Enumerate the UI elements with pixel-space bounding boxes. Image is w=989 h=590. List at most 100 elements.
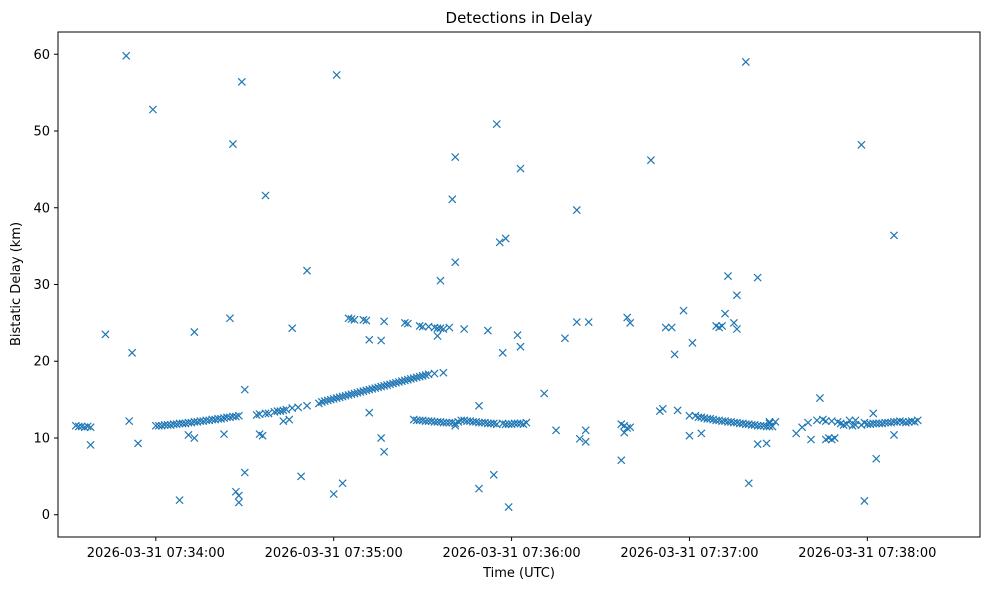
data-point	[895, 417, 904, 426]
x-tick-label: 2026-03-31 07:34:00	[87, 546, 225, 561]
data-point	[418, 371, 427, 380]
data-point	[234, 498, 243, 507]
data-point	[353, 388, 362, 397]
data-point	[231, 412, 240, 421]
data-point	[409, 374, 418, 383]
data-point	[706, 414, 715, 423]
data-point	[430, 369, 439, 378]
data-point	[323, 396, 332, 405]
data-point	[685, 411, 694, 420]
data-point	[359, 387, 368, 396]
data-point	[552, 426, 561, 435]
data-point	[175, 496, 184, 505]
data-point	[184, 430, 193, 439]
y-axis-ticks: 0 10 20 30 40 50 60	[33, 48, 58, 523]
data-point	[584, 318, 593, 327]
x-tick-label: 2026-03-31 07:35:00	[265, 546, 403, 561]
data-point	[673, 406, 682, 415]
data-point	[86, 440, 95, 449]
data-point	[86, 423, 95, 432]
data-point	[483, 419, 492, 428]
data-point	[510, 419, 519, 428]
y-tick-label: 30	[33, 278, 50, 293]
data-point	[771, 417, 780, 426]
data-point	[890, 430, 899, 439]
data-point	[848, 421, 857, 430]
data-point	[234, 411, 243, 420]
data-point	[303, 266, 312, 275]
data-point	[377, 382, 386, 391]
data-point	[667, 323, 676, 332]
data-point	[190, 328, 199, 337]
x-axis-label: Time (UTC)	[482, 566, 555, 581]
data-point	[815, 394, 824, 403]
data-point	[697, 429, 706, 438]
data-point	[581, 426, 590, 435]
data-point	[148, 105, 157, 114]
data-point	[350, 389, 359, 398]
data-point	[626, 423, 635, 432]
data-point	[415, 372, 424, 381]
data-point	[688, 338, 697, 347]
data-point	[451, 421, 460, 430]
data-point	[732, 291, 741, 300]
data-point	[575, 434, 584, 443]
data-point	[388, 379, 398, 388]
data-point	[623, 423, 632, 433]
data-point	[383, 381, 392, 390]
data-point	[261, 191, 270, 200]
data-point	[904, 417, 913, 426]
data-point	[670, 350, 679, 359]
data-point	[332, 394, 341, 403]
data-point	[329, 489, 338, 499]
data-point	[175, 419, 184, 428]
data-point	[721, 309, 730, 318]
data-point	[516, 164, 525, 173]
data-point	[483, 326, 492, 335]
data-point	[765, 417, 774, 426]
data-point	[501, 420, 510, 429]
data-point	[658, 404, 667, 413]
data-point	[282, 405, 291, 414]
data-point	[872, 454, 881, 463]
data-point	[732, 324, 741, 334]
data-point	[913, 416, 922, 425]
data-point	[872, 419, 881, 428]
data-point	[869, 419, 878, 428]
x-axis-ticks: 2026-03-31 07:34:00 2026-03-31 07:35:00 20…	[87, 537, 936, 561]
data-point	[445, 323, 454, 332]
data-point	[581, 437, 590, 446]
data-point	[101, 330, 110, 339]
data-point	[901, 418, 910, 427]
data-point	[474, 401, 484, 410]
data-point	[439, 418, 448, 427]
data-point	[516, 342, 525, 351]
data-point	[881, 418, 890, 427]
data-point	[513, 331, 522, 340]
data-point	[753, 440, 762, 449]
data-point	[845, 416, 854, 425]
data-point	[744, 479, 753, 488]
data-point	[679, 306, 688, 315]
data-point	[276, 407, 285, 416]
data-point	[128, 348, 137, 357]
data-point	[474, 418, 484, 427]
data-point	[294, 403, 303, 412]
data-point	[572, 318, 581, 327]
data-point	[403, 375, 412, 384]
data-point	[252, 410, 261, 419]
data-point	[753, 273, 762, 282]
data-point	[338, 479, 347, 488]
data-point	[380, 317, 389, 326]
chart-title: Detections in Delay	[446, 9, 593, 27]
data-point	[279, 406, 288, 415]
data-point	[397, 377, 406, 386]
data-point	[371, 384, 380, 393]
data-point	[839, 420, 848, 429]
data-point	[219, 430, 229, 439]
data-point	[753, 421, 762, 430]
data-point	[225, 314, 234, 323]
data-point	[380, 381, 389, 390]
data-point	[421, 417, 430, 426]
data-point	[320, 397, 329, 406]
